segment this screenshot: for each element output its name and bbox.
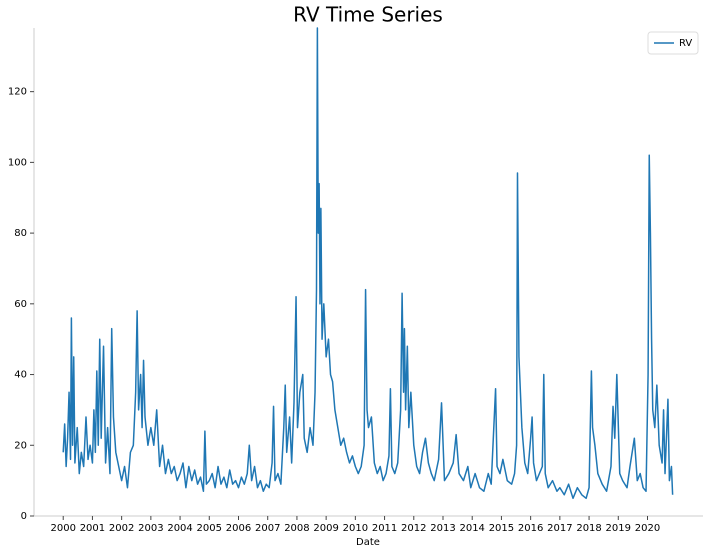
- y-tick-label: 40: [14, 370, 27, 381]
- y-tick-label: 120: [8, 87, 27, 98]
- chart-title: RV Time Series: [293, 3, 443, 27]
- x-tick-label: 2019: [606, 523, 631, 534]
- x-tick-label: 2012: [401, 523, 426, 534]
- y-tick-label: 60: [14, 299, 27, 310]
- x-tick-label: 2011: [372, 523, 397, 534]
- legend-label: RV: [679, 38, 692, 49]
- x-tick-label: 2010: [343, 523, 368, 534]
- x-tick-label: 2002: [109, 523, 134, 534]
- x-tick-label: 2005: [197, 523, 222, 534]
- x-tick-label: 2017: [547, 523, 572, 534]
- y-tick-label: 0: [21, 511, 27, 522]
- line: [62, 27, 674, 500]
- x-tick-label: 2020: [635, 523, 660, 534]
- x-tick-label: 2018: [576, 523, 601, 534]
- x-tick-label: 2016: [518, 523, 543, 534]
- x-tick-label: 2014: [459, 523, 484, 534]
- x-tick-label: 2001: [80, 523, 105, 534]
- x-tick-label: 2008: [284, 523, 309, 534]
- x-tick-label: 2015: [489, 523, 514, 534]
- y-tick-label: 80: [14, 228, 27, 239]
- x-tick-label: 2000: [50, 523, 75, 534]
- x-tick-label: 2009: [313, 523, 338, 534]
- y-tick-label: 100: [8, 157, 27, 168]
- y-tick-label: 20: [14, 440, 27, 451]
- x-tick-label: 2006: [226, 523, 251, 534]
- x-axis-label: Date: [356, 537, 380, 548]
- x-tick-label: 2013: [430, 523, 455, 534]
- x-tick-label: 2003: [138, 523, 163, 534]
- x-tick-label: 2007: [255, 523, 280, 534]
- x-tick-label: 2004: [167, 523, 192, 534]
